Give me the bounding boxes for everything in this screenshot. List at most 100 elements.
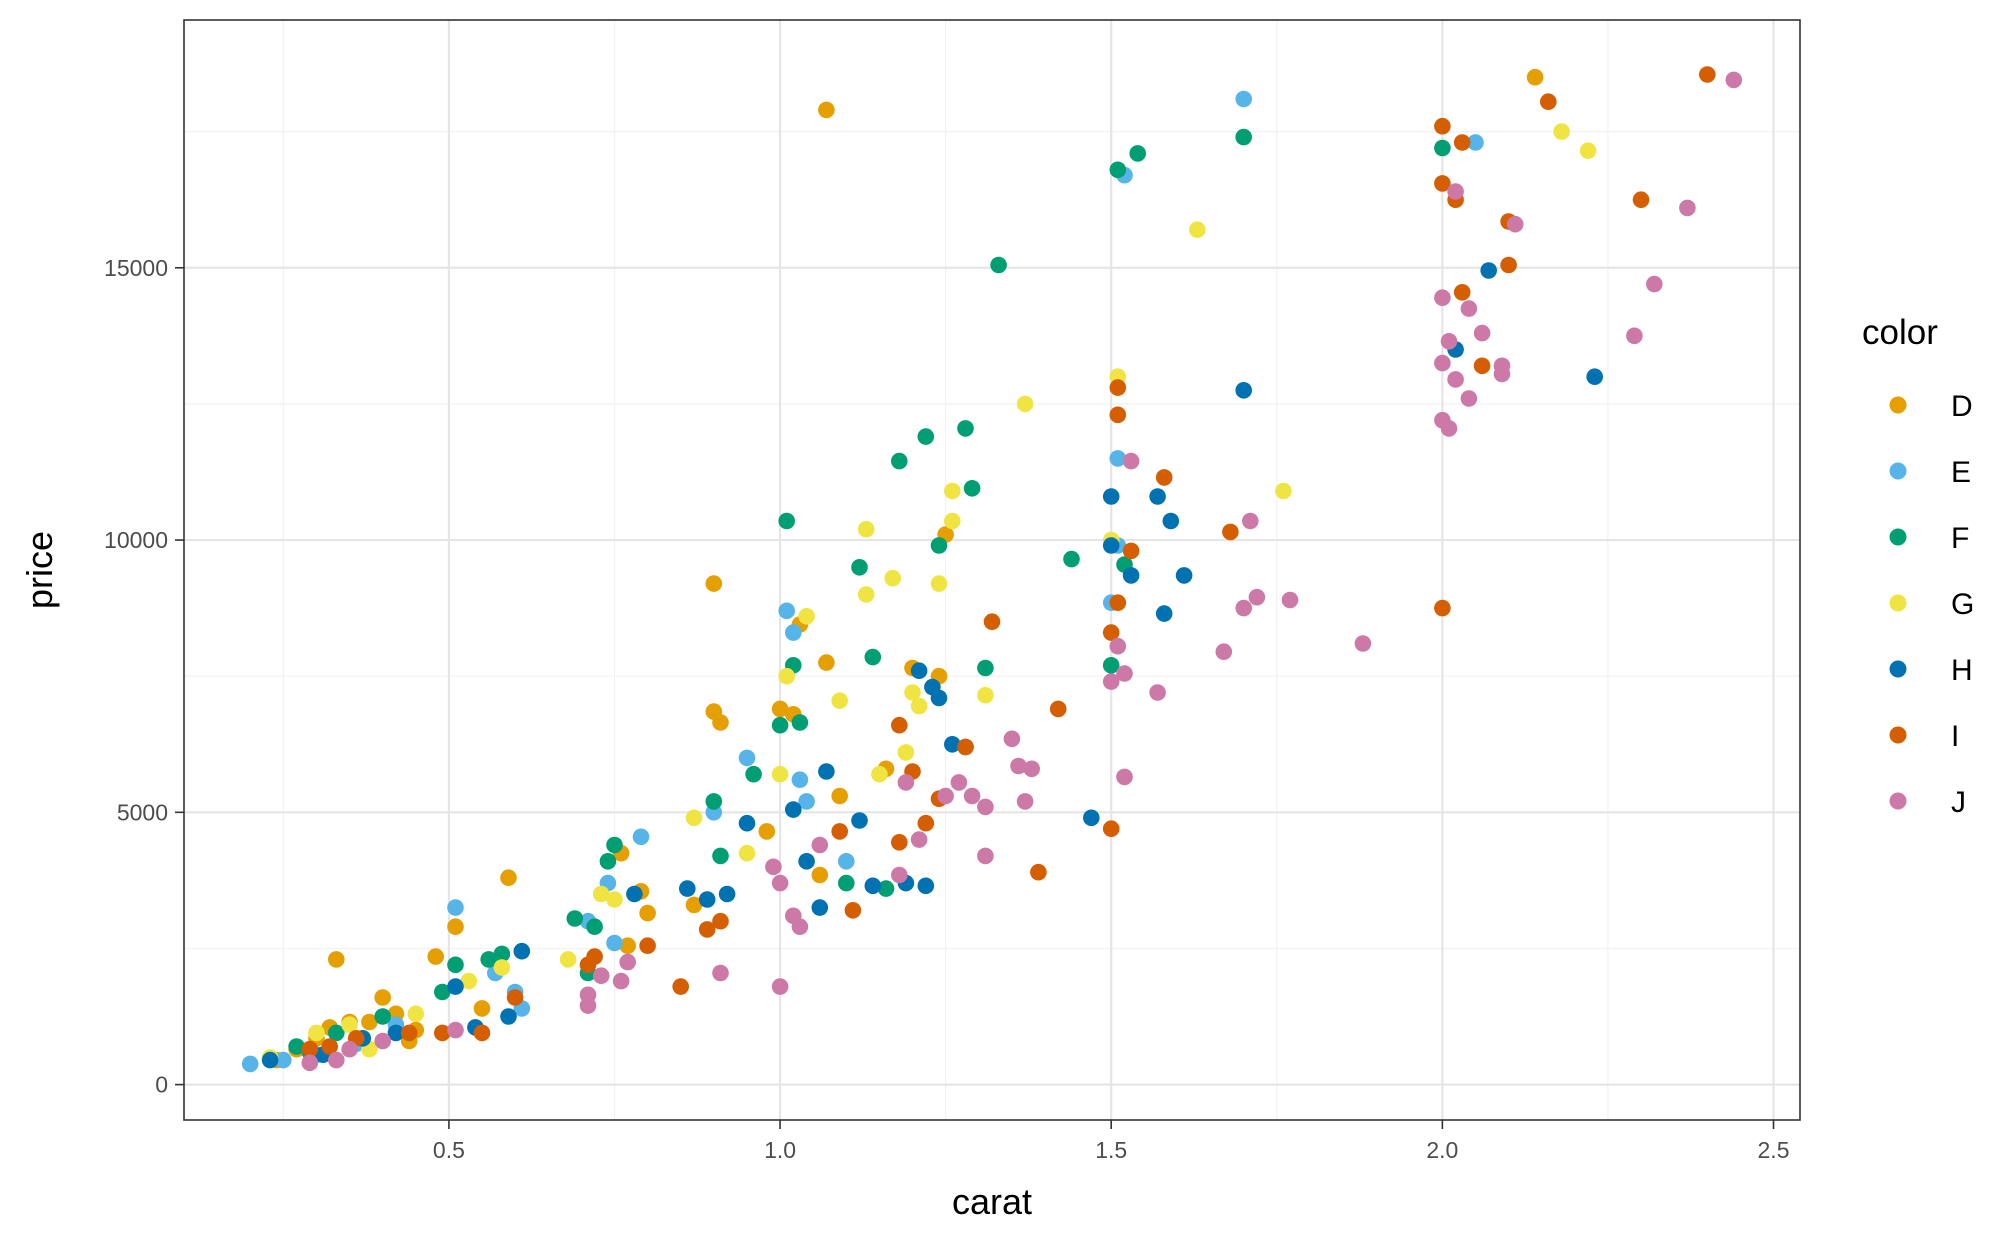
data-point-f: [712, 847, 729, 865]
data-point-f: [877, 880, 895, 897]
data-points: [241, 66, 1743, 1073]
data-point-d: [447, 918, 464, 935]
data-point-e: [1235, 90, 1252, 108]
data-point-j: [1626, 327, 1643, 345]
data-point-i: [506, 989, 524, 1006]
data-point-j: [950, 774, 968, 791]
data-point-j: [1725, 71, 1743, 89]
data-point-i: [1540, 93, 1557, 110]
data-point-g: [592, 885, 610, 903]
y-tick-label: 10000: [104, 527, 168, 553]
data-point-g: [738, 844, 756, 862]
y-axis-title: price: [19, 531, 60, 609]
data-point-h: [447, 978, 464, 995]
data-point-i: [1500, 256, 1517, 274]
data-point-f: [990, 256, 1007, 274]
data-point-i: [1699, 66, 1716, 83]
data-point-f: [1109, 161, 1127, 179]
data-point-i: [1453, 284, 1471, 301]
data-point-h: [818, 763, 835, 780]
data-point-j: [1506, 215, 1524, 233]
data-point-d: [758, 823, 776, 840]
series-j: [301, 71, 1743, 1072]
data-point-f: [288, 1038, 305, 1055]
data-point-e: [1467, 134, 1484, 151]
data-point-f: [374, 1008, 392, 1025]
data-point-f: [963, 480, 981, 497]
panel-background: [184, 20, 1800, 1120]
data-point-f: [771, 716, 789, 734]
data-point-j: [1003, 730, 1021, 748]
data-point-i: [579, 956, 597, 974]
data-point-j: [447, 1021, 464, 1039]
data-point-i: [698, 921, 716, 938]
data-point-f: [1235, 128, 1252, 146]
data-point-d: [328, 951, 345, 968]
data-point-e: [798, 793, 815, 810]
data-point-i: [844, 902, 862, 919]
data-point-h: [1155, 605, 1173, 622]
data-point-i: [891, 834, 908, 851]
data-point-j: [1149, 684, 1166, 701]
data-point-j: [1248, 588, 1266, 606]
data-point-g: [771, 765, 789, 783]
data-point-h: [513, 942, 531, 960]
data-point-j: [1460, 300, 1478, 317]
data-point-g: [857, 586, 875, 603]
data-point-g: [559, 951, 577, 968]
legend-label-j: J: [1951, 786, 1966, 819]
data-point-j: [1109, 637, 1127, 655]
data-point-i: [1109, 594, 1127, 611]
data-point-f: [606, 836, 623, 854]
data-point-e: [1109, 450, 1127, 467]
data-point-j: [374, 1032, 392, 1050]
data-point-j: [592, 967, 610, 984]
data-point-d: [831, 787, 848, 805]
data-point-j: [1646, 275, 1663, 293]
data-point-f: [447, 956, 464, 974]
data-point-h: [261, 1051, 279, 1069]
data-point-f: [745, 765, 762, 783]
data-point-g: [685, 809, 703, 827]
x-tick-label: 1.5: [1095, 1137, 1127, 1163]
data-point-h: [387, 1024, 405, 1042]
legend-label-h: H: [1951, 654, 1973, 687]
data-point-g: [606, 891, 623, 908]
data-point-g: [1553, 123, 1570, 140]
legend-label-f: F: [1951, 522, 1969, 555]
data-point-f: [1102, 657, 1120, 674]
series-h: [261, 262, 1603, 1069]
data-point-h: [930, 689, 948, 707]
data-point-j: [619, 953, 636, 971]
data-point-i: [301, 1040, 319, 1058]
data-point-g: [798, 608, 815, 625]
data-point-d: [811, 866, 829, 884]
data-point-f: [917, 428, 935, 445]
data-point-f: [864, 648, 882, 666]
data-point-h: [1083, 809, 1100, 827]
data-point-j: [1235, 599, 1252, 617]
data-point-h: [1102, 488, 1120, 505]
data-point-g: [944, 512, 961, 530]
data-point-j: [1242, 512, 1259, 530]
legend-key-i: [1889, 726, 1907, 744]
data-point-g: [407, 1005, 425, 1023]
data-point-j: [1354, 635, 1372, 652]
data-point-j: [765, 858, 782, 876]
data-point-j: [977, 798, 994, 816]
data-point-f: [566, 910, 584, 927]
data-point-h: [1480, 262, 1497, 279]
y-tick-label: 5000: [117, 799, 168, 825]
legend-key-h: [1889, 660, 1907, 678]
data-point-i: [672, 978, 689, 995]
data-point-i: [831, 823, 848, 840]
data-point-j: [1116, 665, 1133, 682]
data-point-g: [904, 684, 921, 701]
series-g: [261, 123, 1597, 1066]
data-point-j: [1473, 324, 1491, 342]
y-tick-label: 15000: [104, 255, 168, 281]
x-tick-label: 2.0: [1426, 1137, 1458, 1163]
data-point-h: [944, 736, 961, 753]
legend-label-d: D: [1951, 390, 1973, 423]
